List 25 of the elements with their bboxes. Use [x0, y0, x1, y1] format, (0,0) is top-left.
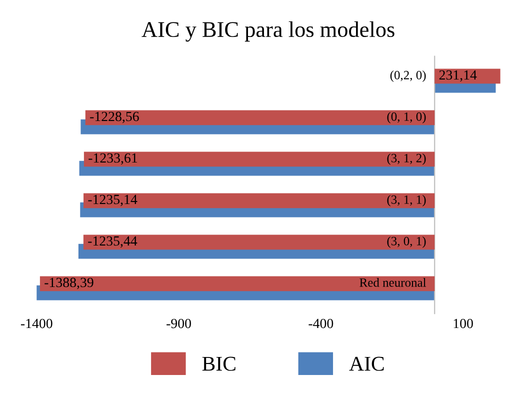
- bar: [40, 276, 435, 292]
- data-label: 231,14: [439, 70, 477, 82]
- data-label: -1235,14: [88, 194, 138, 206]
- y-tick-label: (3, 1, 1): [387, 195, 426, 206]
- x-tick-label: -400: [308, 318, 334, 328]
- y-tick-label: Red neuronal: [360, 278, 426, 287]
- y-tick-label: (3, 0, 1): [387, 236, 426, 248]
- data-label: -1235,44: [88, 236, 138, 248]
- x-tick-label: -1400: [20, 318, 52, 328]
- data-label: -1228,56: [90, 112, 139, 124]
- legend-label: BIC: [202, 356, 236, 371]
- bar: [85, 110, 435, 126]
- bar: [83, 234, 435, 250]
- y-tick-label: (0,2, 0): [390, 70, 426, 82]
- y-tick-label: (0, 1, 0): [387, 112, 426, 124]
- x-tick-label: -900: [166, 318, 191, 328]
- x-tick-label: 100: [454, 318, 473, 328]
- bar: [84, 152, 435, 167]
- data-label: -1388,39: [44, 278, 94, 290]
- y-tick-label: (3, 1, 2): [387, 154, 426, 165]
- bar: [434, 68, 500, 84]
- legend-label: AIC: [349, 356, 384, 371]
- bar: [84, 193, 435, 208]
- chart-title: AIC y BIC para los modelos: [142, 21, 394, 42]
- data-label: -1233,61: [88, 153, 138, 165]
